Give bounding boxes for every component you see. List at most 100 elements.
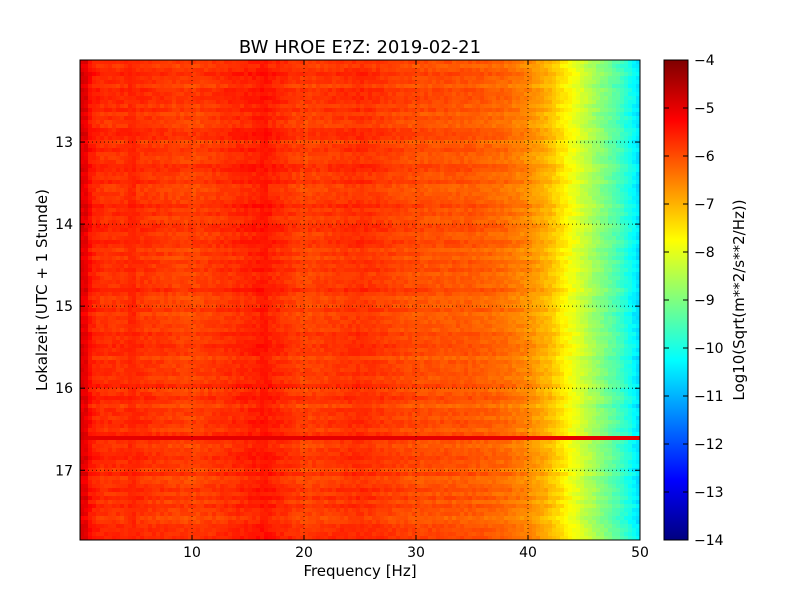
heatmap-cell bbox=[424, 172, 429, 177]
heatmap-cell bbox=[432, 152, 437, 157]
heatmap-cell bbox=[292, 128, 297, 133]
heatmap-cell bbox=[92, 88, 97, 93]
heatmap-cell bbox=[576, 144, 581, 149]
heatmap-cell bbox=[580, 108, 585, 113]
heatmap-cell bbox=[508, 196, 513, 201]
heatmap-cell bbox=[96, 64, 101, 69]
heatmap-cell bbox=[564, 96, 569, 101]
heatmap-cell bbox=[344, 108, 349, 113]
heatmap-cell bbox=[276, 88, 281, 93]
heatmap-cell bbox=[404, 168, 409, 173]
heatmap-cell bbox=[384, 200, 389, 205]
heatmap-cell bbox=[356, 168, 361, 173]
heatmap-cell bbox=[108, 68, 113, 73]
heatmap-cell bbox=[308, 132, 313, 137]
heatmap-cell bbox=[288, 180, 293, 185]
heatmap-cell bbox=[200, 156, 205, 161]
heatmap-cell bbox=[620, 152, 625, 157]
heatmap-cell bbox=[552, 188, 557, 193]
heatmap-cell bbox=[572, 144, 577, 149]
heatmap-cell bbox=[596, 152, 601, 157]
heatmap-cell bbox=[172, 120, 177, 125]
heatmap-cell bbox=[320, 172, 325, 177]
heatmap-cell bbox=[484, 196, 489, 201]
heatmap-cell bbox=[284, 84, 289, 89]
heatmap-cell bbox=[348, 168, 353, 173]
heatmap-cell bbox=[144, 96, 149, 101]
heatmap-cell bbox=[532, 88, 537, 93]
heatmap-cell bbox=[204, 184, 209, 189]
heatmap-cell bbox=[292, 112, 297, 117]
heatmap-cell bbox=[624, 72, 629, 77]
heatmap-cell bbox=[416, 72, 421, 77]
heatmap-cell bbox=[124, 96, 129, 101]
heatmap-cell bbox=[224, 164, 229, 169]
heatmap-cell bbox=[348, 120, 353, 125]
heatmap-cell bbox=[588, 80, 593, 85]
heatmap-cell bbox=[164, 200, 169, 205]
heatmap-cell bbox=[80, 112, 85, 117]
heatmap-cell bbox=[132, 60, 137, 65]
heatmap-cell bbox=[116, 176, 121, 181]
heatmap-cell bbox=[324, 156, 329, 161]
heatmap-cell bbox=[116, 60, 121, 65]
heatmap-cell bbox=[260, 132, 265, 137]
heatmap-cell bbox=[340, 116, 345, 121]
heatmap-cell bbox=[320, 124, 325, 129]
heatmap-cell bbox=[212, 172, 217, 177]
heatmap-cell bbox=[348, 88, 353, 93]
heatmap-cell bbox=[276, 196, 281, 201]
heatmap-cell bbox=[248, 188, 253, 193]
heatmap-cell bbox=[460, 88, 465, 93]
heatmap-cell bbox=[140, 136, 145, 141]
heatmap-cell bbox=[192, 164, 197, 169]
heatmap-cell bbox=[180, 160, 185, 165]
heatmap-cell bbox=[284, 92, 289, 97]
heatmap-cell bbox=[476, 72, 481, 77]
heatmap-cell bbox=[140, 64, 145, 69]
heatmap-cell bbox=[536, 76, 541, 81]
heatmap-cell bbox=[264, 100, 269, 105]
heatmap-cell bbox=[280, 128, 285, 133]
heatmap-cell bbox=[420, 84, 425, 89]
heatmap-cell bbox=[304, 152, 309, 157]
heatmap-cell bbox=[628, 88, 633, 93]
heatmap-cell bbox=[532, 152, 537, 157]
heatmap-cell bbox=[584, 184, 589, 189]
heatmap-cell bbox=[624, 84, 629, 89]
heatmap-cell bbox=[580, 80, 585, 85]
heatmap-cell bbox=[632, 68, 637, 73]
heatmap-cell bbox=[612, 68, 617, 73]
heatmap-cell bbox=[608, 148, 613, 153]
heatmap-cell bbox=[316, 80, 321, 85]
heatmap-cell bbox=[156, 76, 161, 81]
heatmap-cell bbox=[444, 132, 449, 137]
heatmap-cell bbox=[204, 180, 209, 185]
heatmap-cell bbox=[148, 96, 153, 101]
heatmap-cell bbox=[444, 160, 449, 165]
heatmap-cell bbox=[616, 160, 621, 165]
heatmap-cell bbox=[260, 120, 265, 125]
heatmap-cell bbox=[452, 80, 457, 85]
heatmap-cell bbox=[348, 176, 353, 181]
heatmap-cell bbox=[336, 120, 341, 125]
heatmap-cell bbox=[344, 152, 349, 157]
heatmap-cell bbox=[568, 180, 573, 185]
heatmap-cell bbox=[128, 200, 133, 205]
heatmap-cell bbox=[216, 72, 221, 77]
heatmap-cell bbox=[88, 96, 93, 101]
heatmap-cell bbox=[392, 176, 397, 181]
heatmap-cell bbox=[544, 88, 549, 93]
heatmap-cell bbox=[484, 68, 489, 73]
heatmap-cell bbox=[428, 164, 433, 169]
heatmap-cell bbox=[556, 128, 561, 133]
heatmap-cell bbox=[384, 104, 389, 109]
heatmap-cell bbox=[252, 156, 257, 161]
heatmap-cell bbox=[284, 144, 289, 149]
heatmap-cell bbox=[516, 196, 521, 201]
heatmap-cell bbox=[552, 104, 557, 109]
heatmap-cell bbox=[192, 136, 197, 141]
heatmap-cell bbox=[252, 148, 257, 153]
heatmap-cell bbox=[164, 120, 169, 125]
heatmap-cell bbox=[552, 84, 557, 89]
